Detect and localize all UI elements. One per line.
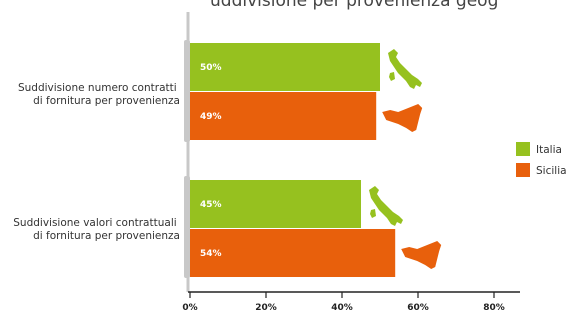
group-bracket-2 — [184, 176, 190, 278]
category-label-2-line-2: di fornitura per provenienza — [33, 230, 180, 242]
legend: Italia Sicilia — [516, 142, 567, 177]
bar-value-label-italia-1: 50% — [200, 63, 222, 73]
x-tick-label-0: 0% — [182, 303, 197, 313]
bar-sicilia-1 — [190, 92, 377, 140]
group-bracket-1 — [184, 40, 190, 142]
legend-swatch-italia — [516, 142, 530, 156]
category-label-1-line-1: Suddivisione numero contratti — [18, 82, 177, 94]
sicily-map-icon — [382, 104, 423, 132]
legend-swatch-sicilia — [516, 163, 530, 177]
x-tick-label-2: 40% — [331, 303, 353, 313]
legend-label-sicilia: Sicilia — [536, 165, 567, 177]
category-label-1: Suddivisione numero contratti di fornitu… — [18, 82, 180, 107]
bar-italia-2 — [190, 180, 361, 228]
bar-sicilia-2 — [190, 229, 396, 277]
x-tick-label-4: 80% — [483, 303, 505, 313]
italy-map-icon — [388, 49, 422, 89]
bar-value-label-sicilia-2: 54% — [200, 249, 222, 259]
x-tick-label-3: 60% — [407, 303, 429, 313]
category-label-1-line-2: di fornitura per provenienza — [33, 95, 180, 107]
chart-title-fragment: uddivisione per provenienza geog — [210, 0, 498, 11]
category-label-2-line-1: Suddivisione valori contrattuali — [13, 217, 176, 229]
bars-group: 50% 45% 49% 54% — [190, 43, 442, 277]
sicily-map-icon — [401, 241, 442, 269]
x-tick-label-1: 20% — [255, 303, 277, 313]
italy-map-icon — [369, 186, 403, 226]
bar-italia-1 — [190, 43, 380, 91]
bar-value-label-sicilia-1: 49% — [200, 112, 222, 122]
x-ticks-group: 0% 20% 40% 60% 80% — [182, 292, 505, 313]
bar-value-label-italia-2: 45% — [200, 200, 222, 210]
legend-label-italia: Italia — [536, 144, 562, 156]
category-label-2: Suddivisione valori contrattuali di forn… — [13, 217, 180, 242]
